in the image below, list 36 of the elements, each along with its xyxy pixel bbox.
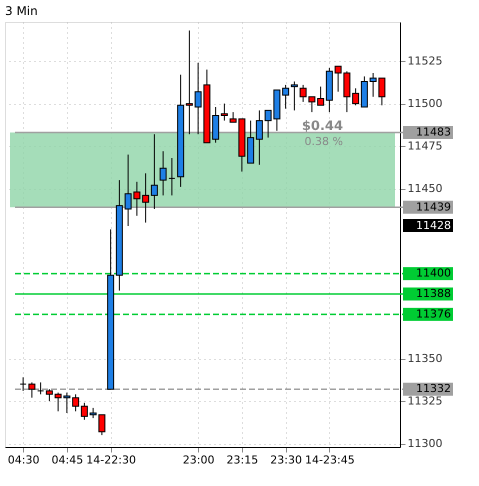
x-tick-label: 23:15 [226, 454, 258, 466]
x-tick-label: 04:45 [52, 454, 84, 466]
candlestick [300, 84, 307, 102]
candlestick [230, 112, 237, 123]
candlestick [378, 78, 386, 106]
y-tick-label: 11350 [408, 352, 442, 366]
y-tick-label: 11475 [408, 140, 442, 153]
y-tick-label: 11325 [408, 394, 442, 408]
y-tick-label: 11300 [408, 437, 442, 450]
ref-line-label: 11388 [416, 287, 451, 300]
x-tick-label: 14-22:30 [86, 454, 136, 466]
y-tick-label: 11450 [408, 182, 442, 196]
chart-title: 3 Min [5, 4, 38, 18]
x-tick-label: 14-23:45 [305, 454, 355, 466]
x-tick-label: 23:00 [182, 454, 214, 466]
text: 11428 [416, 219, 451, 232]
candlestick [168, 158, 176, 196]
candlestick [220, 103, 228, 122]
annotation: 0.38 % [304, 135, 343, 148]
annotation: $0.44 [302, 119, 343, 134]
ref-line-label: 11332 [416, 382, 451, 396]
candlestick [20, 376, 27, 392]
y-tick-label: 11525 [408, 54, 442, 68]
candlestick [160, 150, 167, 196]
ref-line-label: 11376 [416, 307, 451, 320]
candlestick [150, 134, 158, 210]
ref-line-label: 11400 [416, 266, 451, 280]
y-tick-label: 11500 [408, 97, 442, 110]
candlestick [98, 414, 106, 436]
candlestick [28, 382, 36, 398]
x-tick-label: 23:30 [270, 454, 302, 466]
ref-line-label: 11483 [416, 126, 451, 138]
candlestick [290, 81, 298, 111]
x-tick-label: 04:30 [8, 454, 40, 466]
ref-line-label: 11439 [416, 200, 451, 214]
candlestick [37, 382, 44, 395]
